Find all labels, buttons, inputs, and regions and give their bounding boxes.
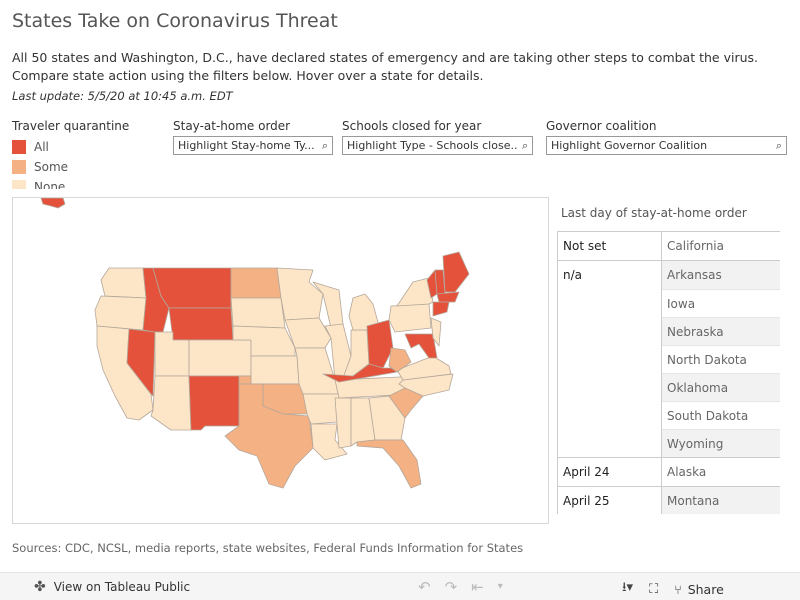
table-group: April 25 Montana [557,487,780,514]
group-label: Not set [558,232,662,260]
state-oregon[interactable] [94,295,147,331]
state-new-mexico[interactable] [188,375,240,431]
tableau-logo-icon: ✤ [34,578,46,595]
state-montana[interactable] [152,267,232,309]
state-kansas[interactable] [250,355,300,385]
filter-governor-input[interactable]: Highlight Governor Coalition ⌕ [546,136,787,155]
state-south-carolina[interactable] [388,387,424,419]
state-arizona[interactable] [150,375,192,431]
legend-item-some[interactable]: Some [12,157,68,177]
sources-note: Sources: CDC, NCSL, media reports, state… [12,541,524,555]
state-north-carolina[interactable] [398,373,454,397]
state-maryland[interactable] [404,333,438,359]
legend-swatch-all [12,140,26,154]
state-new-hampshire[interactable] [434,269,446,295]
table-group: Not set California [557,232,780,261]
stay-home-table[interactable]: Not set California n/a Arkansas Iowa Neb… [557,231,780,514]
state-ohio[interactable] [366,319,394,369]
group-label: April 25 [558,487,662,514]
search-icon: ⌕ [521,138,528,152]
search-icon: ⌕ [321,138,328,152]
state-minnesota[interactable] [276,267,324,321]
state-iowa[interactable] [284,317,332,349]
filter-stay-home-label: Stay-at-home order [173,119,291,133]
redo-icon[interactable]: ↷ [444,578,458,596]
table-title: Last day of stay-at-home order [561,206,747,220]
table-row[interactable]: Montana [662,487,780,514]
filter-stay-home: Stay-at-home order Highlight Stay-home T… [173,119,333,155]
chevron-down-icon[interactable]: ▾ [497,581,503,592]
state-west-virginia[interactable] [388,347,412,373]
table-row[interactable]: Alaska [667,465,707,479]
table-row[interactable]: California [667,239,724,253]
state-south-dakota[interactable] [230,297,286,329]
page-title: States Take on Coronavirus Threat [12,10,338,32]
legend: All Some None [12,137,68,189]
state-maine[interactable] [442,251,470,293]
table-row[interactable]: North Dakota [662,345,780,373]
state-texas[interactable] [224,383,314,489]
legend-label-some: Some [34,160,69,174]
filter-stay-home-input[interactable]: Highlight Stay-home Ty... ⌕ [173,136,333,155]
state-kentucky[interactable] [322,363,398,383]
legend-label-all: All [34,140,49,154]
group-label: n/a [558,261,662,457]
undo-icon[interactable]: ↶ [418,578,431,596]
table-group: April 24 Alaska [557,458,780,487]
state-virginia[interactable] [396,355,452,381]
table-row[interactable]: Wyoming [662,429,780,457]
share-icon: ⑂ [674,581,682,597]
state-new-jersey[interactable] [430,317,442,347]
filter-schools-input[interactable]: Highlight Type - Schools close... ⌕ [342,136,533,155]
filter-schools: Schools closed for year Highlight Type -… [342,119,533,155]
state-georgia[interactable] [368,395,406,441]
tableau-toolbar: ✤ View on Tableau Public ↶ ↷ ⇤ ▾ ⭳▾ ⛶ ⑂ … [0,572,800,600]
view-on-tableau-label: View on Tableau Public [53,579,191,594]
view-on-tableau-link[interactable]: ✤ View on Tableau Public [34,579,190,595]
state-colorado[interactable] [188,339,252,377]
state-connecticut[interactable] [432,301,450,317]
filter-schools-value: Highlight Type - Schools close... [347,139,518,152]
state-florida[interactable] [356,439,422,489]
share-button[interactable]: ⑂ Share [674,582,724,597]
filter-schools-label: Schools closed for year [342,119,482,133]
table-row[interactable]: South Dakota [662,401,780,429]
legend-item-none[interactable]: None [12,177,68,189]
legend-swatch-some [12,160,26,174]
table-row[interactable]: Arkansas [662,261,780,289]
state-massachusetts[interactable] [436,291,460,303]
state-washington[interactable] [100,267,147,299]
state-wyoming[interactable] [168,307,234,341]
legend-item-all[interactable]: All [12,137,68,157]
state-arkansas[interactable] [302,393,342,425]
filter-governor-label: Governor coalition [546,119,657,133]
filter-governor-value: Highlight Governor Coalition [551,139,708,152]
page-description: All 50 states and Washington, D.C., have… [12,50,758,83]
table-row[interactable]: Iowa [662,289,780,317]
state-mississippi[interactable] [334,397,352,449]
filter-governor: Governor coalition Highlight Governor Co… [546,119,787,155]
us-map[interactable] [12,197,549,524]
last-update: Last update: 5/5/20 at 10:45 a.m. EDT [12,89,233,103]
state-pennsylvania[interactable] [388,303,432,333]
legend-swatch-none [12,180,26,189]
group-label: April 24 [558,458,662,486]
table-row[interactable]: Nebraska [662,317,780,345]
search-icon: ⌕ [775,138,782,152]
revert-icon[interactable]: ⇤ [471,578,484,596]
table-row[interactable]: Oklahoma [662,373,780,401]
state-north-dakota[interactable] [230,267,282,299]
fullscreen-icon[interactable]: ⛶ [649,581,659,597]
download-icon[interactable]: ⭳▾ [622,580,634,595]
filter-stay-home-value: Highlight Stay-home Ty... [178,139,315,152]
legend-title: Traveler quarantine [12,119,130,133]
state-alaska[interactable] [40,198,66,209]
us-map-svg[interactable] [13,198,549,524]
table-group: n/a Arkansas Iowa Nebraska North Dakota … [557,261,780,458]
share-label: Share [687,581,724,597]
legend-label-none: None [34,180,66,189]
